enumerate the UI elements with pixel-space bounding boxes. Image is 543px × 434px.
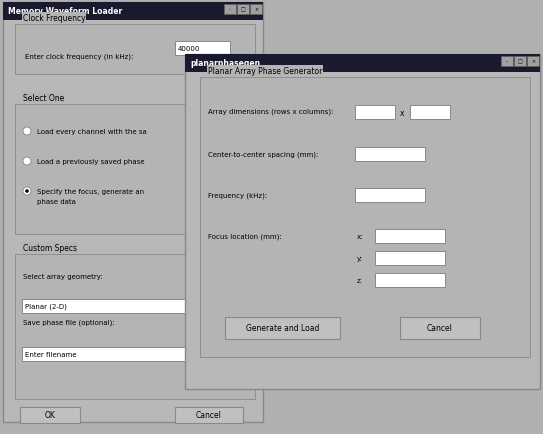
Text: ×: × — [531, 59, 535, 64]
Text: OK: OK — [45, 411, 55, 420]
Bar — [200, 78, 530, 357]
Text: Enter clock frequency (in kHz):: Enter clock frequency (in kHz): — [25, 54, 134, 60]
Bar — [3, 3, 263, 422]
Bar — [224, 5, 236, 15]
Text: Clock Frequency: Clock Frequency — [23, 14, 86, 23]
Text: Array dimensions (rows x columns):: Array dimensions (rows x columns): — [208, 108, 333, 115]
Text: planarphasegen: planarphasegen — [190, 59, 260, 68]
Text: Select array geometry:: Select array geometry: — [23, 273, 103, 279]
Text: Center-to-center spacing (mm):: Center-to-center spacing (mm): — [208, 151, 318, 158]
Bar — [237, 5, 249, 15]
Text: 40000: 40000 — [178, 46, 200, 52]
Bar — [15, 105, 255, 234]
Bar — [355, 188, 425, 203]
Text: Planar (2-D): Planar (2-D) — [25, 303, 67, 309]
Text: Specify the focus, generate an: Specify the focus, generate an — [37, 188, 144, 194]
Text: Focus location (mm):: Focus location (mm): — [208, 233, 282, 240]
Text: Enter filename: Enter filename — [25, 351, 77, 357]
Bar — [15, 25, 255, 75]
Text: □: □ — [241, 7, 245, 13]
Circle shape — [25, 190, 29, 194]
Bar — [225, 317, 340, 339]
Circle shape — [23, 158, 31, 166]
Text: z:: z: — [357, 277, 363, 283]
Bar — [400, 317, 480, 339]
Bar — [501, 57, 513, 67]
Text: Custom Specs: Custom Specs — [23, 243, 77, 253]
Bar — [15, 254, 255, 399]
Bar — [3, 3, 263, 21]
Bar — [355, 106, 395, 120]
Text: □: □ — [517, 59, 522, 64]
Text: Frequency (kHz):: Frequency (kHz): — [208, 192, 267, 199]
Text: Planar Array Phase Generator: Planar Array Phase Generator — [208, 67, 323, 76]
Text: -: - — [506, 59, 508, 64]
Circle shape — [23, 187, 31, 196]
Text: Cancel: Cancel — [427, 324, 453, 333]
Text: y:: y: — [357, 256, 363, 261]
Bar — [514, 57, 526, 67]
Bar — [185, 55, 540, 389]
Text: Save phase file (optional):: Save phase file (optional): — [23, 319, 115, 326]
Text: Generate and Load: Generate and Load — [246, 324, 319, 333]
Bar — [375, 251, 445, 265]
Bar — [410, 106, 450, 120]
Bar — [185, 55, 540, 73]
Text: phase data: phase data — [37, 198, 76, 204]
Text: F: F — [218, 373, 222, 379]
Bar — [375, 230, 445, 243]
Bar — [355, 148, 425, 161]
Bar — [375, 273, 445, 287]
Bar — [175, 407, 243, 423]
Bar — [527, 57, 539, 67]
Bar — [250, 5, 262, 15]
Text: Load every channel with the sa: Load every channel with the sa — [37, 129, 147, 135]
Text: Load a previously saved phase: Load a previously saved phase — [37, 159, 144, 164]
Text: Cancel: Cancel — [196, 411, 222, 420]
Bar — [22, 347, 192, 361]
Bar — [22, 299, 192, 313]
Text: Select One: Select One — [23, 94, 64, 103]
Text: ×: × — [254, 7, 258, 13]
Text: -: - — [229, 7, 231, 13]
Bar — [20, 407, 80, 423]
Text: x:: x: — [357, 233, 363, 240]
Text: x: x — [400, 108, 404, 117]
Bar — [175, 42, 230, 56]
Text: Memory Waveform Loader: Memory Waveform Loader — [8, 7, 122, 16]
Circle shape — [23, 128, 31, 136]
Bar — [195, 369, 245, 383]
